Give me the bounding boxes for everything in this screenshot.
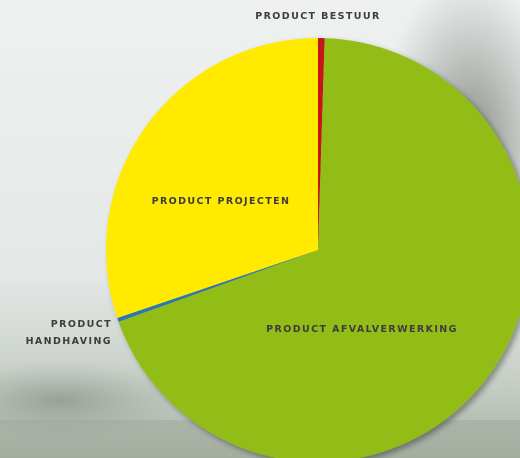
slice-label: PRODUCT AFVALVERWERKING — [266, 324, 458, 335]
pie-slice — [105, 38, 318, 319]
pie-slice — [117, 250, 319, 322]
slice-label: PRODUCT HANDHAVING — [25, 319, 112, 347]
slice-label: PRODUCT BESTUUR — [255, 11, 381, 22]
pie-slice — [318, 38, 325, 250]
pie-slice — [118, 38, 520, 458]
slice-label: PRODUCT PROJECTEN — [152, 196, 291, 207]
pie — [105, 38, 520, 458]
